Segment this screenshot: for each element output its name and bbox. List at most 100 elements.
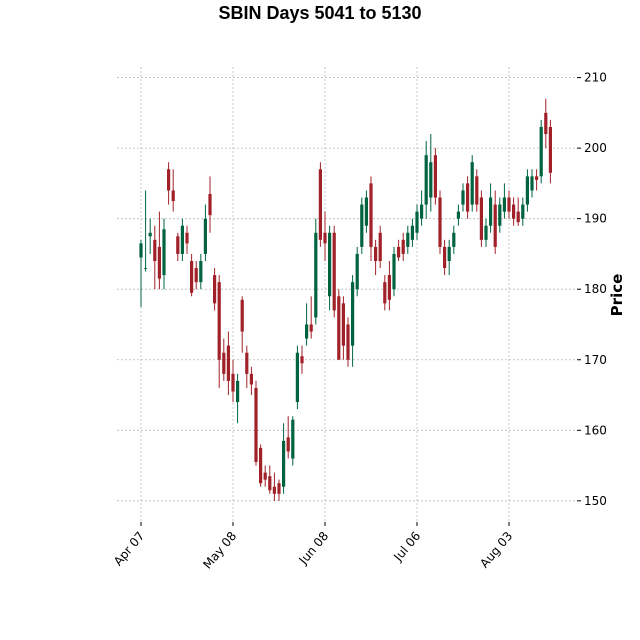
y-tick-label: 200: [584, 141, 607, 155]
candle-body: [277, 483, 281, 494]
candle-body: [364, 197, 368, 226]
candle-body: [544, 112, 548, 135]
candle-body: [148, 232, 152, 237]
candle-body: [530, 176, 534, 191]
y-tick-label: 160: [584, 423, 607, 437]
y-tick-label: 180: [584, 282, 607, 296]
candle-body: [479, 197, 483, 240]
x-tick-label: Apr 07: [111, 529, 147, 569]
candle-body: [420, 204, 424, 219]
candle-body: [176, 236, 180, 254]
candle-body: [305, 324, 309, 339]
candle-body: [410, 225, 414, 240]
candle-body: [438, 197, 442, 247]
candle-body: [346, 324, 350, 360]
candle-body: [240, 299, 244, 332]
x-tick-label: Jul 06: [390, 529, 423, 564]
candle-body: [272, 486, 276, 494]
candle-body: [236, 380, 240, 403]
candle-body: [300, 356, 304, 364]
candle-body: [332, 232, 336, 311]
candle-body: [139, 243, 143, 258]
candle-body: [470, 162, 474, 205]
y-tick-label: 210: [584, 71, 607, 85]
candle-body: [259, 447, 263, 484]
candle-body: [406, 232, 410, 247]
candle-body: [185, 232, 189, 244]
y-tick-label: 150: [584, 494, 607, 508]
candle-body: [328, 232, 332, 297]
candle-body: [433, 155, 437, 198]
candle-body: [254, 387, 258, 463]
candle-body: [268, 476, 272, 491]
candle-body: [194, 268, 198, 283]
candle-body: [162, 229, 166, 276]
candle-body: [226, 345, 230, 381]
candle-body: [484, 225, 488, 240]
candle-body: [512, 204, 516, 219]
x-tick-label: May 08: [200, 529, 239, 572]
candle-body: [245, 352, 249, 374]
candle-body: [337, 296, 341, 360]
candle-body: [167, 169, 171, 191]
candle-body: [493, 204, 497, 247]
candle-body: [153, 239, 157, 261]
candle-body: [392, 253, 396, 290]
candle-body: [461, 190, 465, 205]
candle-body: [314, 232, 318, 318]
candle-body: [466, 183, 470, 212]
candle-body: [263, 472, 267, 480]
candle-body: [516, 211, 520, 223]
candle-body: [383, 282, 387, 304]
candle-body: [341, 303, 345, 346]
candle-body: [222, 352, 226, 374]
y-tick-label: 190: [584, 212, 607, 226]
candle-body: [535, 176, 539, 180]
candle-body: [249, 373, 253, 385]
x-tick-label: Jun 08: [296, 529, 332, 568]
candle-body: [387, 275, 391, 300]
candle-body: [415, 211, 419, 233]
candle-body: [291, 419, 295, 459]
candle-body: [208, 193, 212, 216]
candle-body: [475, 176, 479, 205]
candle-body: [203, 218, 207, 254]
candle-body: [282, 440, 286, 487]
candle-body: [360, 204, 364, 247]
candle-body: [190, 260, 194, 293]
x-tick-label: Aug 03: [477, 529, 515, 571]
candle-body: [525, 176, 529, 205]
candle-body: [323, 232, 327, 244]
candle-body: [374, 246, 378, 261]
candle-body: [144, 268, 148, 269]
candle-body: [318, 169, 322, 240]
y-tick-label: 170: [584, 353, 607, 367]
candle-body: [378, 232, 382, 261]
candle-body: [429, 162, 433, 198]
candle-body: [180, 225, 184, 254]
candle-body: [424, 155, 428, 205]
candle-body: [507, 197, 511, 212]
candle-body: [355, 253, 359, 290]
candle-body: [157, 246, 161, 279]
chart-title: SBIN Days 5041 to 5130: [218, 3, 421, 23]
candle-body: [171, 190, 175, 202]
candle-body: [199, 260, 203, 283]
candle-body: [369, 183, 373, 247]
candle-body: [548, 126, 552, 173]
candle-body: [489, 197, 493, 226]
candle-body: [502, 197, 506, 212]
candle-body: [231, 373, 235, 392]
candle-body: [401, 239, 405, 254]
y-axis-label: Price: [608, 274, 626, 317]
candle-body: [351, 282, 355, 346]
candle-body: [447, 246, 451, 261]
candle-body: [213, 275, 217, 304]
candle-body: [456, 211, 460, 219]
candle-body: [217, 282, 221, 360]
candle-body: [539, 126, 543, 177]
candle-body: [498, 204, 502, 226]
candle-body: [521, 204, 525, 219]
